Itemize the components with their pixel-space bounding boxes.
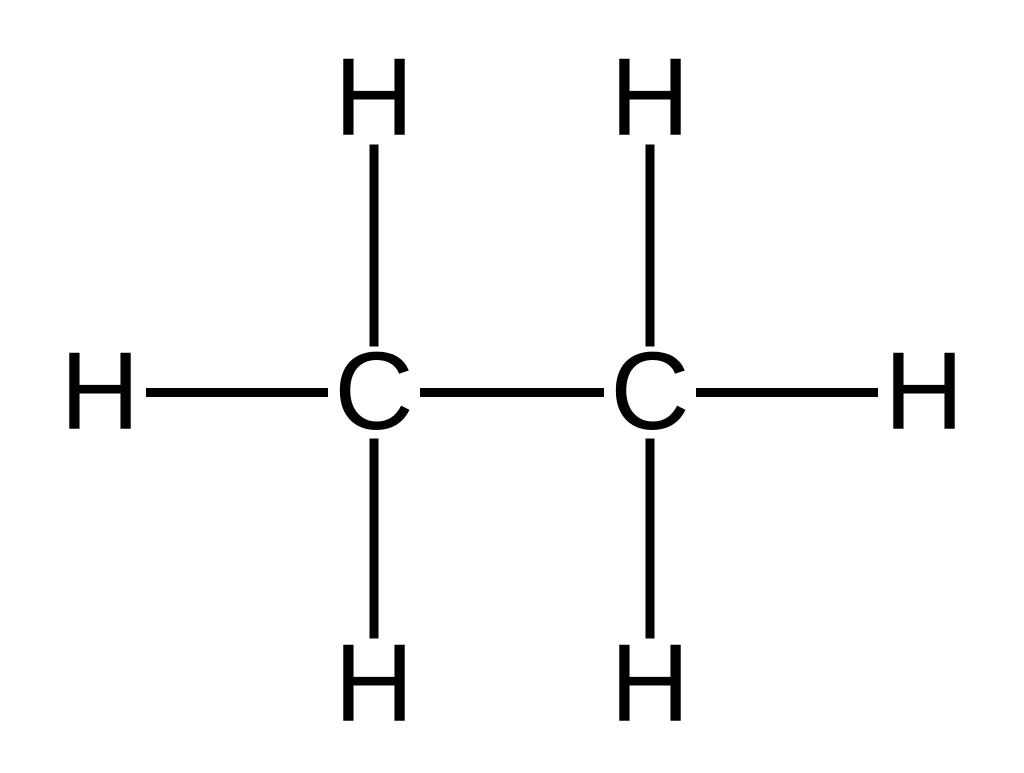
bond [146, 388, 328, 397]
atom-H_bot_right: H [610, 629, 689, 739]
atom-H_left: H [60, 337, 139, 447]
atom-C1: C [334, 337, 413, 447]
bond [370, 438, 379, 638]
bond [646, 144, 655, 346]
atom-H_top_right: H [610, 43, 689, 153]
bond [420, 388, 604, 397]
atom-H_bot_left: H [334, 629, 413, 739]
bond [646, 438, 655, 638]
atom-H_top_left: H [334, 43, 413, 153]
bond [370, 144, 379, 346]
bond [696, 388, 878, 397]
molecule-canvas: C C H H H H H H [0, 0, 1024, 773]
atom-H_right: H [884, 337, 963, 447]
atom-C2: C [610, 337, 689, 447]
